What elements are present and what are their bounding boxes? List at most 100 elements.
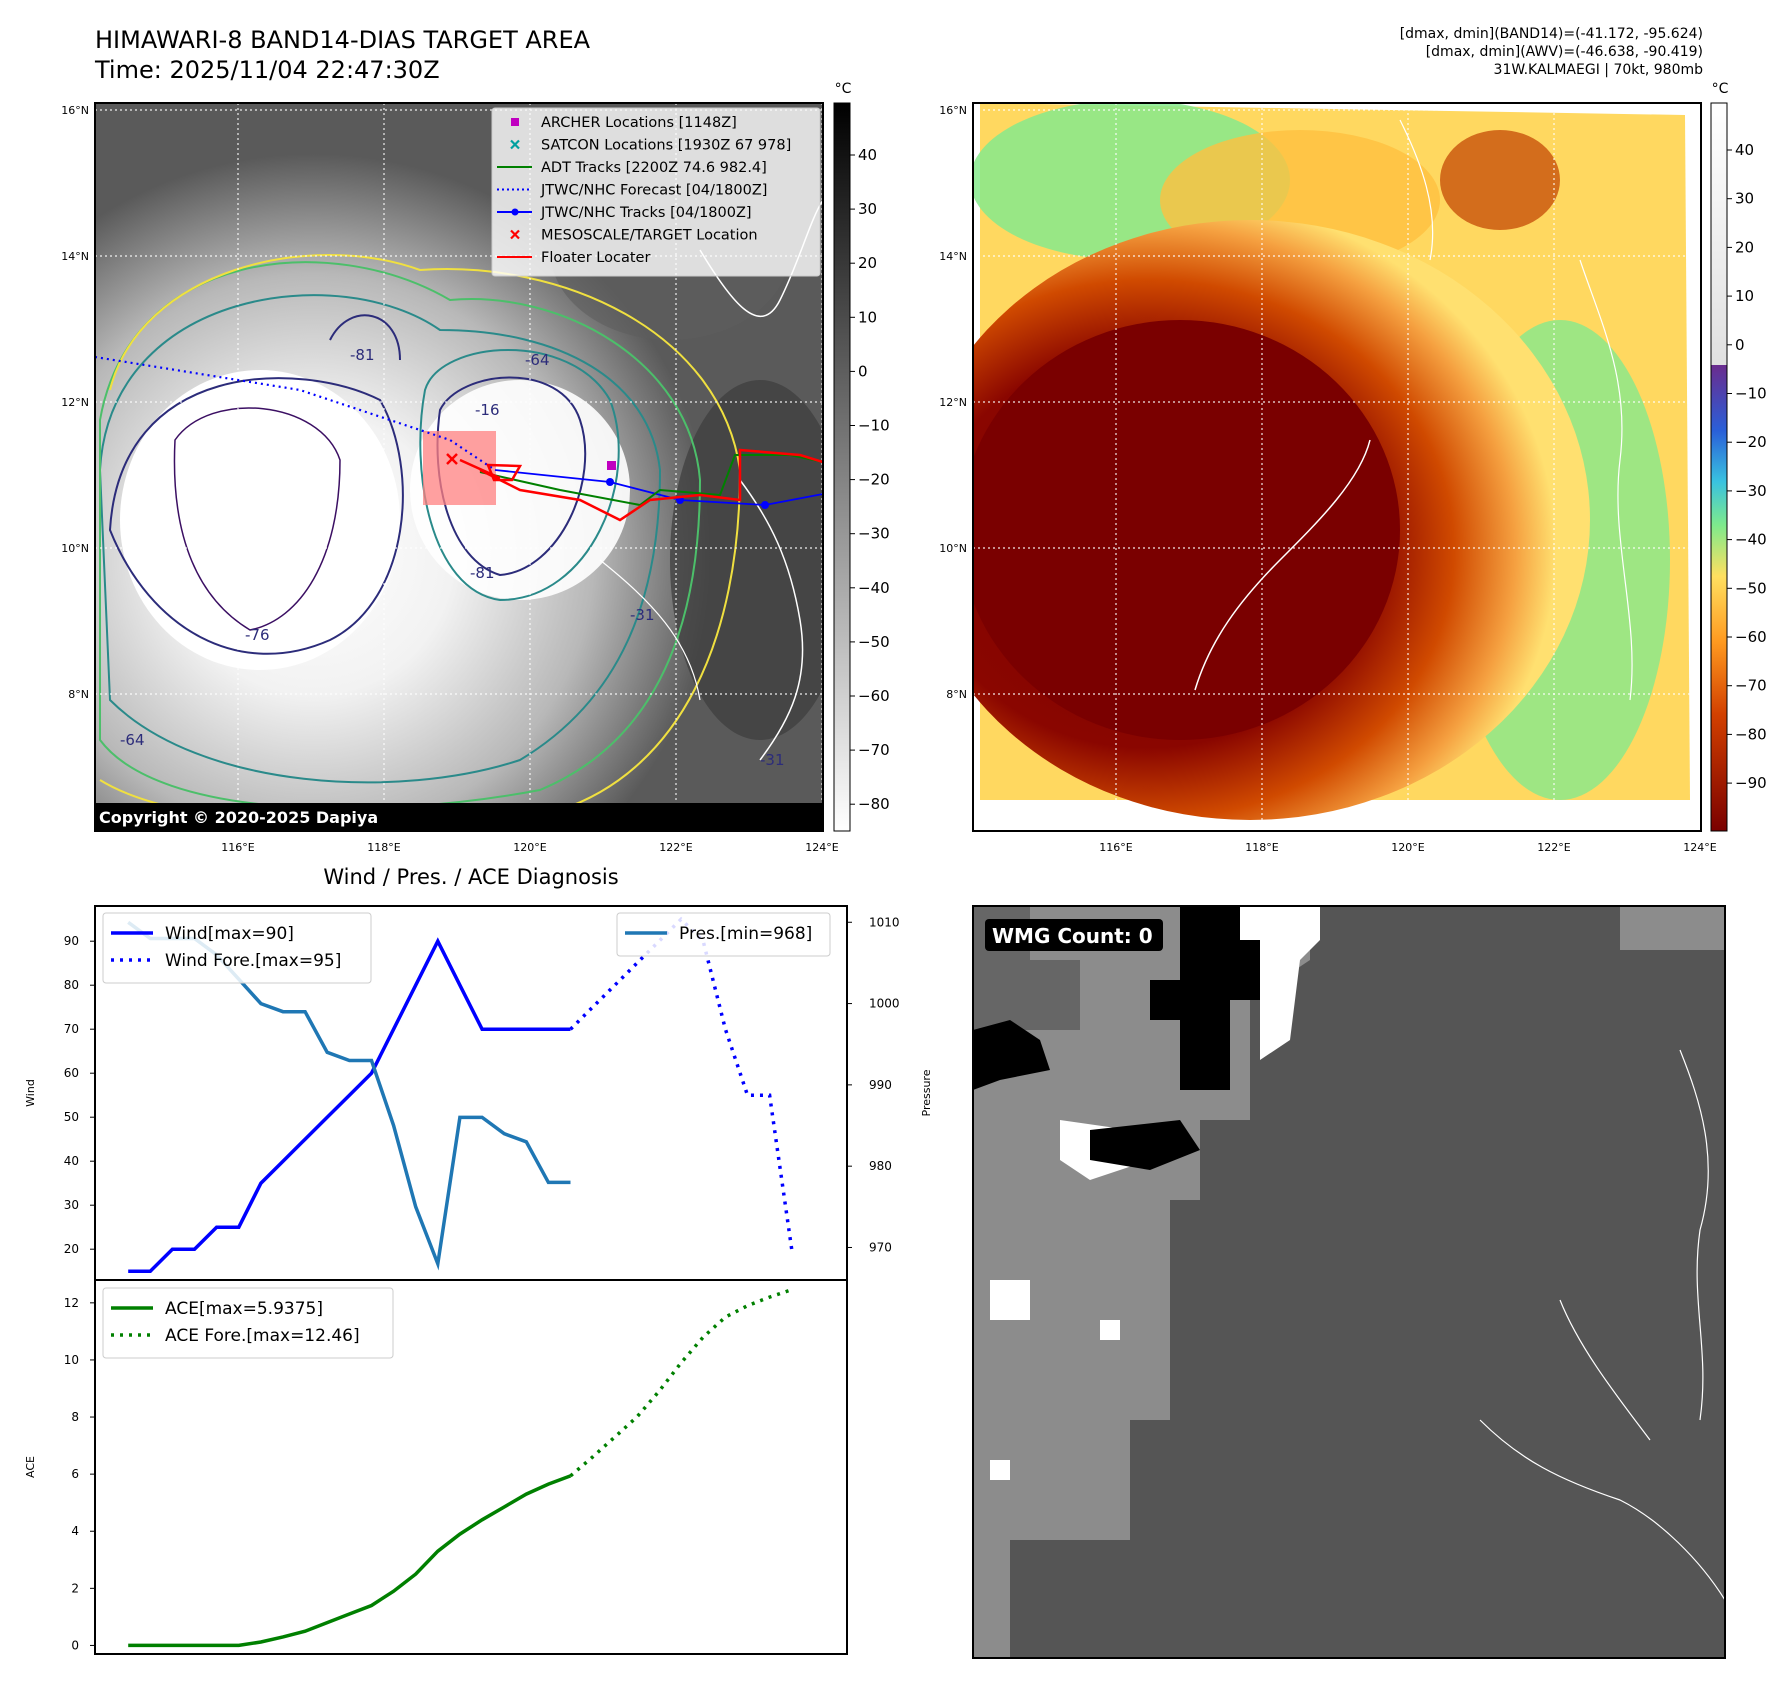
figure-title: HIMAWARI-8 BAND14-DIAS TARGET AREA xyxy=(95,26,591,54)
wind-axis-label: Wind xyxy=(24,1079,37,1107)
ir-colorbar-tick: −10 xyxy=(858,417,890,435)
series-line-0 xyxy=(128,1474,572,1648)
y-tick-label: 2 xyxy=(71,1581,79,1595)
archer-marker xyxy=(607,461,616,470)
awv-colorbar-tick: −90 xyxy=(1735,774,1767,792)
awv-lat-label: 12°N xyxy=(939,396,967,409)
ir-colorbar-tick: 10 xyxy=(858,308,877,326)
ir-lat-label: 14°N xyxy=(61,250,89,263)
awv-colorbar-tick: 0 xyxy=(1735,336,1745,354)
series-line-0 xyxy=(128,937,571,1273)
awv-colorbar-tick: −60 xyxy=(1735,628,1767,646)
legend-label: Floater Locater xyxy=(541,250,650,266)
awv-colorbar-tick: −70 xyxy=(1735,677,1767,695)
ir-legend: ARCHER Locations [1148Z] SATCON Locations… xyxy=(491,107,821,277)
copyright: Copyright © 2020-2025 Dapiya xyxy=(99,808,378,827)
awv-colorbar-tick: −30 xyxy=(1735,482,1767,500)
legend-label: MESOSCALE/TARGET Location xyxy=(541,228,758,244)
ir-colorbar-tick: −30 xyxy=(858,525,890,543)
y-tick-label: 0 xyxy=(71,1638,79,1652)
y2-tick-label: 970 xyxy=(869,1240,892,1254)
ir-colorbar-tick: −60 xyxy=(858,687,890,705)
awv-lon-label: 122°E xyxy=(1537,841,1570,854)
y-tick-label: 90 xyxy=(64,934,79,948)
contour-label: -81 xyxy=(350,346,375,364)
ir-lat-label: 10°N xyxy=(61,542,89,555)
awv-lat-label: 16°N xyxy=(939,104,967,117)
jtwc-forecast-track xyxy=(95,355,496,471)
awv-colorbar-tick: −20 xyxy=(1735,433,1767,451)
y2-tick-label: 1000 xyxy=(869,997,900,1011)
ir-colorbar-tick: −40 xyxy=(858,579,890,597)
ace-chart: 0 2 4 6 8 10 12 ACE ACE[max=5.9375] ACE Fore.[m… xyxy=(24,1279,848,1655)
contour-label: -76 xyxy=(245,626,270,644)
legend-label: ARCHER Locations [1148Z] xyxy=(541,115,737,131)
pressure-axis-label: Pressure xyxy=(920,1069,933,1116)
contour-label: -64 xyxy=(525,351,550,369)
awv-colorbar-tick: 20 xyxy=(1735,238,1754,256)
ir-colorbar-tick: −80 xyxy=(858,795,890,813)
awv-colorbar-unit: °C xyxy=(1712,81,1729,97)
ir-colorbar-tick: −50 xyxy=(858,633,890,651)
target-area-box xyxy=(423,431,496,505)
y-tick-label: 6 xyxy=(71,1467,79,1481)
ir-lon-label: 122°E xyxy=(659,841,692,854)
ir-lat-label: 8°N xyxy=(68,688,89,701)
awv-map-frame xyxy=(972,102,1702,832)
y-tick-label: 50 xyxy=(64,1110,79,1124)
dmax-dmin-awv: [dmax, dmin](AWV)=(-46.638, -90.419) xyxy=(1425,44,1703,60)
awv-colorbar-tick: −40 xyxy=(1735,531,1767,549)
awv-colorbar-tick: 30 xyxy=(1735,190,1754,208)
awv-lat-label: 8°N xyxy=(946,688,967,701)
awv-lon-label: 120°E xyxy=(1391,841,1424,854)
ir-colorbar xyxy=(833,102,851,832)
ir-colorbar-tick: 40 xyxy=(858,146,877,164)
ir-colorbar-unit: °C xyxy=(835,81,852,97)
wmg-panel: WMG Count: 0 xyxy=(972,905,1726,1659)
awv-lat-label: 14°N xyxy=(939,250,967,263)
y-tick-label: 12 xyxy=(64,1296,79,1310)
y2-tick-label: 1010 xyxy=(869,915,900,929)
ir-colorbar-tick: 0 xyxy=(858,362,868,380)
diagnosis-title: Wind / Pres. / ACE Diagnosis xyxy=(323,865,618,889)
legend-marker xyxy=(510,229,520,240)
awv-colorbar-tick: −10 xyxy=(1735,385,1767,403)
contour-label: -64 xyxy=(120,731,145,749)
ir-lat-label: 16°N xyxy=(61,104,89,117)
wmg-frame xyxy=(972,905,1726,1659)
legend-label: JTWC/NHC Forecast [04/1800Z] xyxy=(540,183,767,199)
ir-colorbar-tick: −70 xyxy=(858,741,890,759)
ir-map: -81 -64 -16 -76 -81 -31 -64 -31 Copyright © 202… xyxy=(61,81,889,854)
y-tick-label: 60 xyxy=(64,1066,79,1080)
contour-label: -81 xyxy=(470,564,495,582)
ir-colorbar-tick: −20 xyxy=(858,471,890,489)
y-tick-label: 4 xyxy=(71,1524,79,1538)
legend-marker xyxy=(511,118,519,126)
y-tick-label: 20 xyxy=(64,1242,79,1256)
chart-legend-label: Pres.[min=968] xyxy=(679,924,812,944)
y-tick-label: 70 xyxy=(64,1022,79,1036)
wmg-count: WMG Count: 0 xyxy=(992,924,1153,948)
chart-legend-label: ACE Fore.[max=12.46] xyxy=(165,1326,360,1346)
ir-lon-label: 116°E xyxy=(221,841,254,854)
awv-colorbar-tick: −50 xyxy=(1735,579,1767,597)
storm-info: 31W.KALMAEGI | 70kt, 980mb xyxy=(1493,62,1703,78)
legend-marker xyxy=(510,139,520,150)
ir-lon-label: 124°E xyxy=(805,841,838,854)
y2-tick-label: 980 xyxy=(869,1159,892,1173)
floater-track xyxy=(459,448,823,522)
ir-colorbar-tick: 20 xyxy=(858,254,877,272)
y-tick-label: 80 xyxy=(64,978,79,992)
ace-axis-label: ACE xyxy=(24,1456,37,1478)
ir-lat-label: 12°N xyxy=(61,396,89,409)
dmax-dmin-band14: [dmax, dmin](BAND14)=(-41.172, -95.624) xyxy=(1399,26,1703,42)
chart-legend-label: Wind Fore.[max=95] xyxy=(165,951,341,971)
y-tick-label: 40 xyxy=(64,1154,79,1168)
contour-label: -31 xyxy=(630,606,655,624)
mesoscale-target-marker xyxy=(446,453,458,465)
contour-label: -16 xyxy=(475,401,500,419)
wind-pressure-chart: 20 30 40 50 60 70 80 90 970 980 990 1000 1010 Wind … xyxy=(24,905,933,1281)
awv-lat-label: 10°N xyxy=(939,542,967,555)
chart-legend-label: ACE[max=5.9375] xyxy=(165,1299,323,1319)
